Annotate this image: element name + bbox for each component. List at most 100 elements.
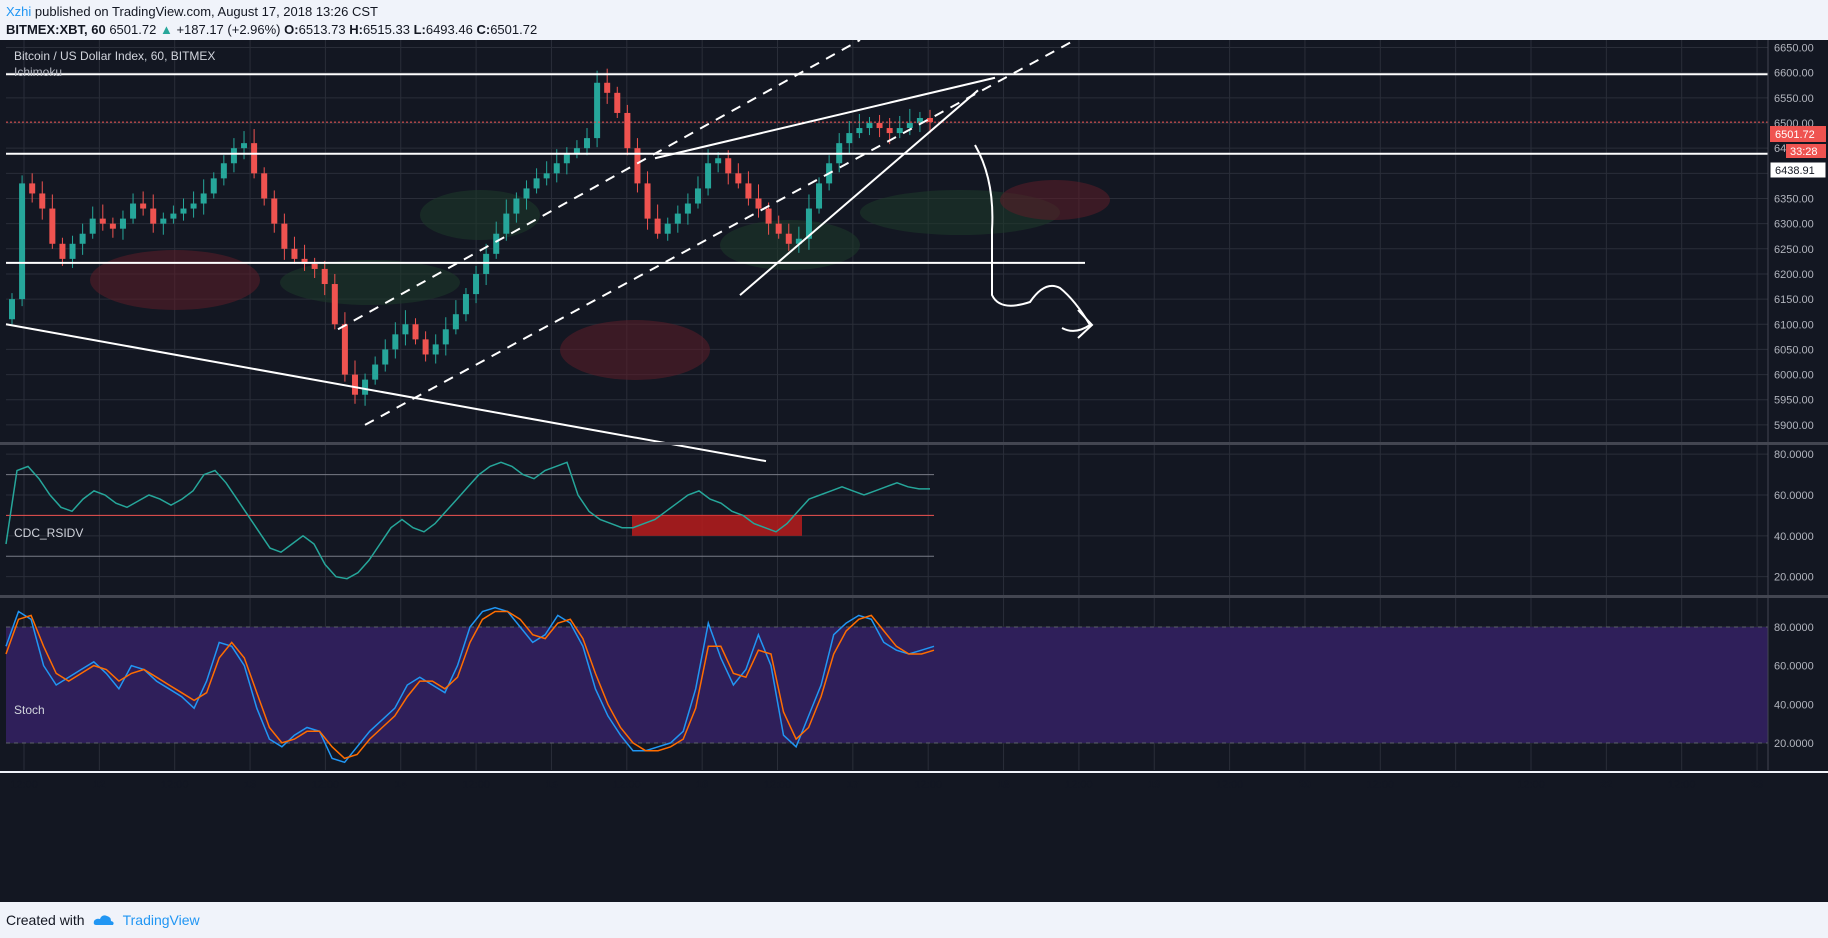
price-tick-label: 6100.00 — [1774, 319, 1814, 331]
time-tick-label: 12:00 — [1216, 779, 1244, 791]
price-tick-label: 6550.00 — [1774, 93, 1814, 105]
time-tick-label: 21 — [1450, 779, 1462, 791]
candle-body — [533, 178, 540, 189]
ichimoku-cloud-patch — [1000, 180, 1110, 220]
rsi-pane-title: CDC_RSIDV — [14, 526, 83, 540]
price-tick-label: 20.0000 — [1774, 738, 1814, 750]
candle-body — [715, 158, 722, 164]
price-tick-label: 5950.00 — [1774, 395, 1814, 407]
candle-body — [735, 173, 742, 184]
candle-body — [210, 178, 217, 194]
stoch-d-line — [5, 610, 935, 760]
low-value: 6493.46 — [425, 22, 473, 37]
candle-body — [664, 223, 671, 234]
candle-body — [301, 258, 308, 264]
candle-body — [382, 349, 389, 365]
candle-body — [150, 208, 157, 224]
candle-body — [402, 324, 409, 335]
time-axis-strip — [0, 771, 1828, 773]
footer: Created with TradingView — [6, 912, 200, 928]
time-tick-label: 16 — [696, 779, 708, 791]
candle-body — [705, 163, 712, 189]
candle-body — [362, 379, 369, 395]
candle-body — [785, 233, 792, 244]
price-tick-label: 6300.00 — [1774, 219, 1814, 231]
trend-drawings[interactable] — [5, 40, 1768, 463]
author-link[interactable]: Xzhi — [6, 4, 32, 19]
candle-body — [291, 248, 298, 259]
candle-body — [906, 123, 913, 129]
time-tick-label: 17 — [847, 779, 859, 791]
candle-body — [422, 339, 429, 355]
tradingview-link[interactable]: TradingView — [122, 912, 200, 928]
price-tags: 6501.72 33:28 6438.91 — [1769, 126, 1827, 179]
ichimoku-cloud-patch — [420, 190, 540, 240]
candle-body — [473, 273, 480, 295]
candle-body — [553, 163, 560, 174]
wedge-lower-line — [739, 89, 979, 296]
time-tick-label: 13 — [244, 779, 256, 791]
candle-body — [89, 218, 96, 234]
created-with-text: Created with — [6, 912, 85, 928]
published-text: published on TradingView.com, August 17,… — [34, 4, 378, 19]
time-tick-label: 12:00 — [161, 779, 189, 791]
time-axis[interactable]: 12:00 12 12:00 13 12:00 14 12:00 15 12:00 16 12:00… — [0, 771, 1828, 791]
close-value: 6501.72 — [490, 22, 538, 37]
price-change: +187.17 (+2.96%) — [176, 22, 281, 37]
candle-body — [755, 198, 762, 209]
price-tick-label: 5900.00 — [1774, 420, 1814, 432]
price-tick-label: 6500.00 — [1774, 118, 1814, 130]
last-price-tag-bg — [1770, 126, 1826, 142]
countdown-tag: 33:28 — [1790, 146, 1818, 158]
candle-body — [69, 243, 76, 259]
candle-body — [634, 148, 641, 184]
candle-body — [119, 218, 126, 229]
candle-body — [412, 324, 419, 340]
time-tick-label: 12:00 — [1367, 779, 1395, 791]
candle-body — [200, 193, 207, 204]
price-tick-label: 20.0000 — [1774, 572, 1814, 584]
symbol-label: BITMEX:XBT, 60 — [6, 22, 106, 37]
price-tick-label: 6350.00 — [1774, 193, 1814, 205]
low-label: L: — [413, 22, 426, 37]
candle-body — [140, 203, 147, 209]
candle-body — [59, 243, 66, 259]
time-tick-label: 12:00 — [613, 779, 641, 791]
candle-body — [816, 183, 823, 209]
time-tick-label: 12:00 — [462, 779, 490, 791]
countdown-tag-bg — [1786, 144, 1826, 158]
last-price-tag: 6501.72 — [1775, 129, 1815, 141]
time-tick-label: 12:00 — [914, 779, 942, 791]
candle-body — [624, 112, 631, 149]
candle-body — [351, 374, 358, 395]
candle-body — [261, 173, 268, 199]
price-tick-label: 40.0000 — [1774, 699, 1814, 711]
price-tick-label: 6200.00 — [1774, 269, 1814, 281]
candle-body — [321, 268, 328, 285]
candle-body — [160, 218, 167, 224]
open-label: O: — [284, 22, 299, 37]
candlestick-series — [6, 68, 1768, 406]
ichimoku-cloud-patch — [720, 220, 860, 270]
lower-trend-line — [5, 323, 767, 463]
up-arrow-icon: ▲ — [159, 22, 173, 37]
chart-canvas[interactable]: 5900.00 5950.00 6000.00 6050.00 6100.00 6150.… — [0, 40, 1828, 902]
rsi-bear-zone — [632, 515, 802, 536]
candle-body — [856, 128, 863, 134]
wedge-upper-line — [654, 76, 996, 160]
candle-body — [230, 148, 237, 164]
price-tick-label: 6600.00 — [1774, 68, 1814, 80]
high-value: 6515.33 — [362, 22, 410, 37]
candle-body — [876, 123, 883, 129]
main-pane-title: Bitcoin / US Dollar Index, 60, BITMEX — [14, 49, 215, 63]
candle-body — [29, 183, 36, 194]
close-label: C: — [476, 22, 491, 37]
candle-body — [251, 143, 258, 174]
candle-body — [442, 329, 449, 345]
candle-body — [49, 208, 56, 244]
pane-dividers[interactable] — [0, 442, 1828, 598]
rsi-panel-series — [5, 461, 934, 580]
time-tick-label: 19 — [1148, 779, 1160, 791]
candle-body — [241, 143, 248, 149]
candle-body — [9, 299, 15, 320]
